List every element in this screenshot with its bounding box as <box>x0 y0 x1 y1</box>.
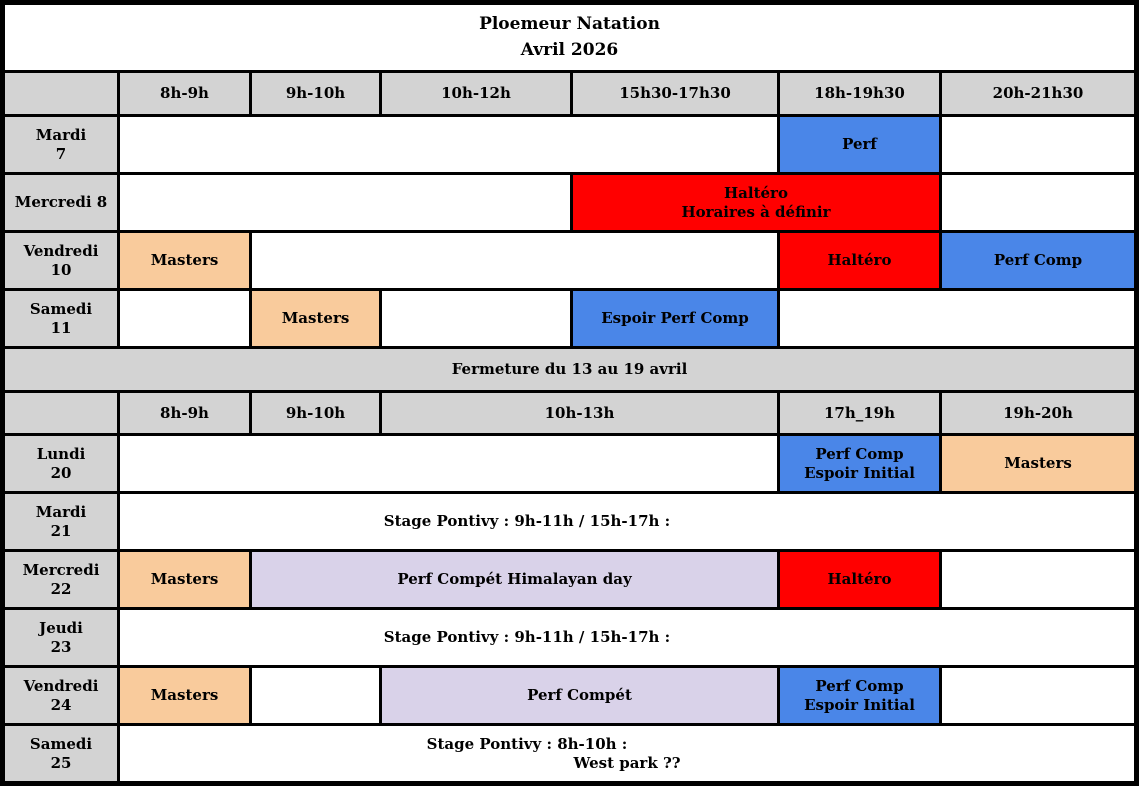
time-header-8h-9h: 8h-9h <box>120 73 249 114</box>
time-header-20h-21h30: 20h-21h30 <box>942 73 1134 114</box>
time-header-8h-9h-b: 8h-9h <box>120 393 249 433</box>
page-title: Ploemeur Natation Avril 2026 <box>5 5 1134 70</box>
day-cell-jeudi-23: Jeudi 23 <box>5 610 117 665</box>
day-cell-vendredi-10: Vendredi 10 <box>5 233 117 288</box>
time-header-9h-10h: 9h-10h <box>252 73 379 114</box>
day-cell-mardi-21: Mardi 21 <box>5 494 117 549</box>
time-header-10h-12h: 10h-12h <box>382 73 570 114</box>
day-cell-lundi-20: Lundi 20 <box>5 436 117 491</box>
month-label: Avril 2026 <box>520 39 619 60</box>
event-cell-perf-comp-espoir-initial: Perf Comp Espoir Initial <box>780 436 939 491</box>
day-cell-mercredi-8: Mercredi 8 <box>5 175 117 230</box>
day-cell-mardi-7: Mardi 7 <box>5 117 117 172</box>
closure-banner: Fermeture du 13 au 19 avril <box>5 349 1134 390</box>
empty-cell <box>252 233 777 288</box>
empty-cell <box>120 436 777 491</box>
day-cell-mercredi-22: Mercredi 22 <box>5 552 117 607</box>
time-header-18h-19h30: 18h-19h30 <box>780 73 939 114</box>
corner-cell-1 <box>5 73 117 114</box>
empty-cell <box>382 291 570 346</box>
event-cell-perf: Perf <box>780 117 939 172</box>
day-cell-vendredi-24: Vendredi 24 <box>5 668 117 723</box>
time-header-10h-13h: 10h-13h <box>382 393 777 433</box>
day-cell-samedi-25: Samedi 25 <box>5 726 117 781</box>
event-cell-perf-comp-espoir-initial: Perf Comp Espoir Initial <box>780 668 939 723</box>
empty-cell <box>942 175 1134 230</box>
event-cell-espoir-perf-comp: Espoir Perf Comp <box>573 291 777 346</box>
club-name: Ploemeur Natation <box>479 14 660 34</box>
empty-cell <box>942 117 1134 172</box>
time-header-19h-20h: 19h-20h <box>942 393 1134 433</box>
event-cell-haltero: Haltéro <box>780 233 939 288</box>
event-cell-masters: Masters <box>942 436 1134 491</box>
stage-note-samedi-25: Stage Pontivy : 8h-10h : West park ?? <box>120 726 1134 781</box>
event-cell-masters: Masters <box>252 291 379 346</box>
event-cell-perf-compet: Perf Compét <box>382 668 777 723</box>
stage-note-mardi-21: Stage Pontivy : 9h-11h / 15h-17h : <box>120 494 1134 549</box>
time-header-9h-10h-b: 9h-10h <box>252 393 379 433</box>
event-cell-perf-comp: Perf Comp <box>942 233 1134 288</box>
time-header-15h30-17h30: 15h30-17h30 <box>573 73 777 114</box>
event-cell-haltero: Haltéro <box>780 552 939 607</box>
empty-cell <box>252 668 379 723</box>
time-header-17h-19h: 17h_19h <box>780 393 939 433</box>
empty-cell <box>942 668 1134 723</box>
event-cell-perf-compet-himalayan: Perf Compét Himalayan day <box>252 552 777 607</box>
stage-note-jeudi-23: Stage Pontivy : 9h-11h / 15h-17h : <box>120 610 1134 665</box>
empty-cell <box>120 117 777 172</box>
empty-cell <box>942 552 1134 607</box>
empty-cell <box>120 175 570 230</box>
event-cell-masters: Masters <box>120 668 249 723</box>
event-cell-haltero-horaires: Haltéro Horaires à définir <box>573 175 939 230</box>
empty-cell <box>120 291 249 346</box>
empty-cell <box>780 291 1134 346</box>
event-cell-masters: Masters <box>120 233 249 288</box>
corner-cell-2 <box>5 393 117 433</box>
day-cell-samedi-11: Samedi 11 <box>5 291 117 346</box>
event-cell-masters: Masters <box>120 552 249 607</box>
